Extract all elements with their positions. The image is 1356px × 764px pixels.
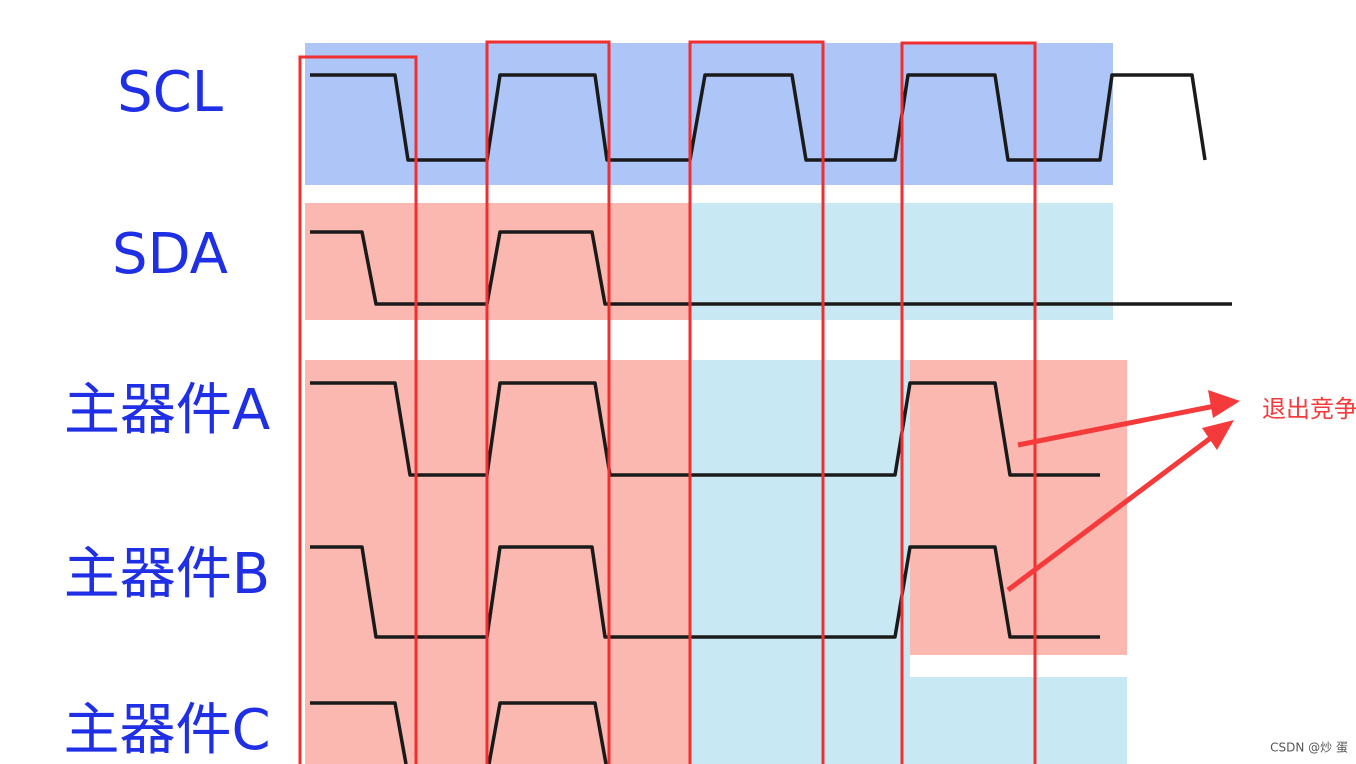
signal-label: SCL <box>117 60 223 125</box>
highlight-frame <box>298 55 418 764</box>
arrowhead <box>1202 420 1234 450</box>
watermark: CSDN @炒 蛋 <box>1270 741 1348 755</box>
arrow <box>1006 435 1214 592</box>
arrowhead <box>1208 390 1240 418</box>
highlight-frame <box>485 40 611 764</box>
ab-band-pink <box>910 360 1127 655</box>
signal-label: 主器件A <box>64 378 270 443</box>
signal-label: 主器件C <box>63 698 270 763</box>
signal-label: SDA <box>112 222 228 287</box>
c-band-cyan <box>910 677 1127 764</box>
signal-label: 主器件B <box>64 542 270 607</box>
highlight-frame <box>688 40 825 764</box>
annotation: 退出竞争 <box>1262 395 1356 423</box>
highlight-frame <box>900 41 1037 764</box>
c-wave <box>487 701 608 764</box>
master-band-cyan <box>690 360 910 764</box>
sda-wave <box>310 230 1232 306</box>
scl-band <box>305 43 1113 185</box>
b-wave <box>310 545 1100 639</box>
a-wave <box>310 381 1100 477</box>
arrow <box>1017 403 1216 448</box>
c-wave <box>310 701 408 764</box>
